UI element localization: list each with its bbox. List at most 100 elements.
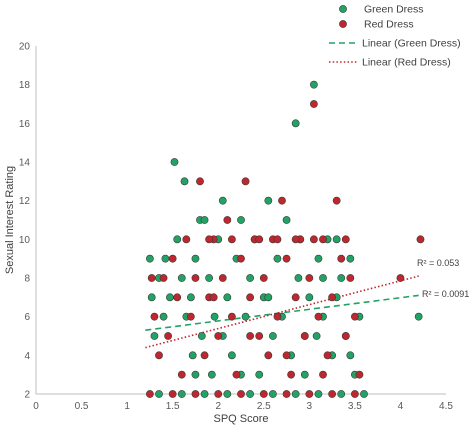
red-dress-point (319, 235, 327, 244)
green-dress-point (314, 254, 323, 263)
green-dress-point (264, 293, 273, 302)
green-dress-point (200, 390, 209, 398)
red-dress-point (227, 235, 236, 244)
y-tick-label: 18 (19, 80, 31, 91)
y-tick-label: 4 (24, 351, 30, 362)
green-dress-point (207, 370, 216, 379)
red-dress-point (246, 332, 255, 340)
red-r2-annotation: R² = 0.053 (417, 258, 459, 268)
red-dress-point (200, 351, 209, 360)
y-tick-label: 8 (24, 274, 30, 285)
y-tick-label: 6 (24, 312, 30, 323)
x-tick-label: 3.5 (348, 401, 362, 412)
green-dress-point (300, 370, 309, 379)
red-dress-point (264, 351, 273, 360)
data-points (145, 80, 425, 398)
red-dress-point (237, 254, 245, 263)
red-dress-point (159, 274, 168, 282)
red-dress-point (196, 177, 204, 186)
green-dress-point (312, 332, 321, 340)
green-dress-point (191, 370, 200, 379)
red-dress-point (205, 235, 214, 244)
red-dress-point (259, 390, 268, 398)
green-dress-point (360, 390, 368, 398)
y-tick-label: 10 (19, 235, 31, 246)
green-dress-point (291, 390, 300, 398)
red-dress-point (191, 390, 200, 398)
green-dress-point (159, 312, 168, 321)
red-dress-point (168, 254, 177, 263)
x-tick-label: 1.5 (166, 401, 180, 412)
red-dress-point (237, 390, 245, 398)
green-dress-point (218, 196, 227, 205)
legend-green-trend-label: Linear (Green Dress) (362, 38, 461, 50)
green-dress-point (346, 351, 355, 360)
red-dress-point (232, 370, 241, 379)
x-axis-title: SPQ Score (213, 413, 268, 425)
red-trend-line (145, 275, 419, 349)
red-dress-point (145, 390, 154, 398)
red-dress-point (355, 370, 364, 379)
green-dress-point (337, 274, 346, 282)
red-dress-point (223, 216, 232, 224)
red-dress-point (350, 390, 359, 398)
red-dress-point (168, 390, 177, 398)
red-dress-point (147, 274, 156, 282)
green-dress-point (223, 293, 232, 302)
green-dress-point (166, 293, 174, 302)
red-dress-point (241, 177, 250, 186)
green-dress-point (268, 332, 277, 340)
red-dress-point (323, 351, 332, 360)
x-tick-label: 3 (307, 401, 313, 412)
red-dress-point (337, 254, 346, 263)
green-dress-point (180, 177, 189, 186)
legend-green-label: Green Dress (364, 4, 424, 16)
green-dress-point (177, 390, 186, 398)
red-dress-point (246, 293, 255, 302)
red-dress-point (341, 235, 350, 244)
green-dress-point (200, 216, 209, 224)
y-tick-label: 20 (19, 42, 31, 53)
red-dress-point (191, 274, 200, 282)
red-dress-point (209, 293, 218, 302)
red-dress-point (273, 312, 282, 321)
red-dress-point (305, 390, 314, 398)
red-dress-point (214, 390, 223, 398)
green-dress-point (414, 312, 423, 321)
red-dress-point (341, 332, 350, 340)
green-dress-point (205, 274, 214, 282)
red-dress-point (309, 235, 318, 244)
red-dress-point (282, 351, 291, 360)
red-dress-point (218, 274, 227, 282)
green-dress-point (268, 390, 277, 398)
red-dress-point (214, 332, 223, 340)
y-axis-title: Sexual Interest Rating (4, 166, 16, 274)
green-dress-point (291, 119, 300, 128)
red-dress-point (291, 293, 300, 302)
green-dress-point (282, 216, 291, 224)
green-dress-point (294, 274, 303, 282)
red-dress-point (305, 274, 314, 282)
green-dress-point (223, 390, 232, 398)
y-tick-label: 12 (19, 196, 31, 207)
y-tick-label: 2 (24, 390, 30, 401)
red-dress-point (282, 254, 291, 263)
green-dress-point (305, 293, 314, 302)
red-dress-point (177, 370, 186, 379)
green-dress-point (264, 196, 273, 205)
green-dress-point (155, 390, 163, 398)
x-tick-label: 4 (398, 401, 404, 412)
legend-red-label: Red Dress (364, 19, 414, 31)
plot-area: 0 0.5 1 1.5 2 2.5 3 3.5 4 4.5 2 4 6 8 10 12 14 16 18 20 (19, 42, 454, 413)
red-dress-point (255, 235, 264, 244)
red-dress-point (314, 312, 323, 321)
x-tick-label: 2.5 (257, 401, 271, 412)
red-dress-point (155, 351, 163, 360)
legend-red-trend-label: Linear (Red Dress) (362, 57, 451, 69)
red-dress-point (416, 235, 425, 244)
red-dress-point (396, 274, 405, 282)
green-dress-point (145, 254, 154, 263)
trend-lines (145, 275, 419, 349)
x-tick-label: 1 (124, 401, 130, 412)
red-dress-point (173, 293, 182, 302)
